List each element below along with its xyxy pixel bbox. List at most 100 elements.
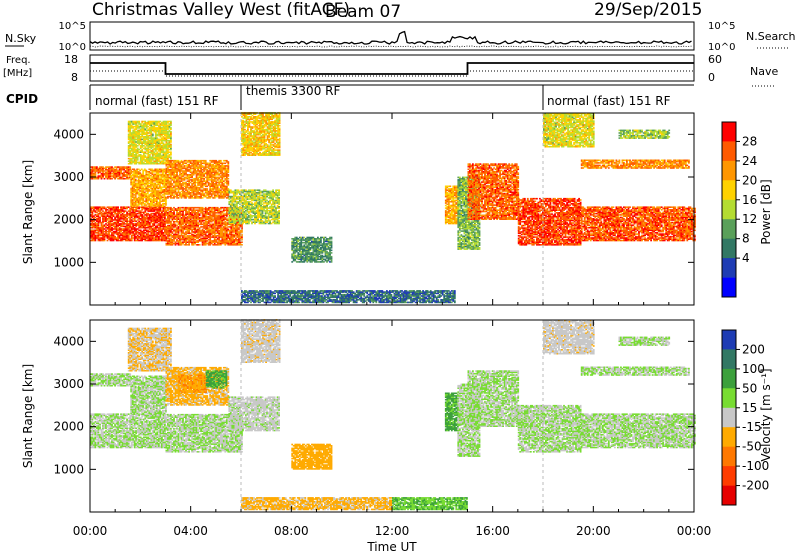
colorbar-tick-label: -100 [742, 459, 769, 473]
y-tick-label: 2000 [53, 420, 84, 434]
data-region [130, 168, 167, 208]
data-region [291, 236, 333, 263]
colorbar-tick-label: 12 [742, 212, 757, 226]
data-region [457, 383, 481, 457]
data-region [580, 366, 690, 376]
nave-tick-bottom: 0 [708, 71, 715, 84]
ylabel-velocity: Slant Range [km] [21, 364, 35, 468]
nsky-label: N.Sky [5, 32, 37, 45]
nave-tick-top: 60 [708, 53, 722, 66]
nsearch-line [89, 45, 692, 48]
data-region [241, 497, 393, 511]
data-region [165, 159, 230, 199]
freq-tick-top: 18 [64, 53, 78, 66]
data-region [241, 319, 281, 363]
data-region [90, 413, 166, 449]
data-region [178, 374, 208, 393]
data-region [130, 375, 167, 415]
data-region [241, 290, 456, 304]
freq-line [90, 62, 694, 75]
colorbar-tick-label: -200 [742, 479, 769, 493]
power-colorbar-label: Power [dB] [759, 179, 773, 244]
freq-unit: [MHz] [3, 68, 32, 79]
data-region [228, 396, 280, 432]
data-region [618, 129, 671, 139]
xlabel: Time UT [366, 540, 417, 554]
data-region [392, 497, 468, 511]
power-panel [90, 112, 696, 305]
cpid-strip [89, 84, 694, 110]
freq-label: Freq. [6, 55, 31, 66]
freq-tick-bottom: 8 [71, 71, 78, 84]
nave-label: Nave [750, 65, 778, 78]
data-region [291, 443, 333, 470]
colorbar-tick-label: 50 [742, 381, 757, 395]
data-region [205, 370, 228, 389]
colorbar-tick-label: 20 [742, 173, 757, 187]
y-tick-label: 4000 [53, 127, 84, 141]
colorbar-tick-label: 200 [742, 342, 765, 356]
x-tick-label: 00:00 [73, 524, 108, 538]
data-region [444, 392, 459, 432]
colorbar-tick-label: 24 [742, 154, 757, 168]
nsearch-tick-top: 10^5 [708, 21, 735, 32]
colorbar-tick-label: 4 [742, 251, 750, 265]
data-region [90, 373, 132, 387]
data-region [241, 112, 281, 156]
nsearch-label: N.Search [746, 30, 796, 43]
y-tick-label: 2000 [53, 213, 84, 227]
axis-ticks: 00:00 04:00 08:00 12:00 16:00 20:00 00:00 1000 1… [53, 113, 711, 538]
data-region [467, 163, 520, 220]
data-region [127, 120, 172, 165]
x-tick-label: 20:00 [576, 524, 611, 538]
data-region [517, 197, 582, 246]
x-tick-label: 16:00 [475, 524, 510, 538]
y-tick-label: 4000 [53, 334, 84, 348]
data-region [580, 159, 690, 169]
colorbar-tick-label: 16 [742, 193, 757, 207]
y-tick-label: 3000 [53, 377, 84, 391]
velocity-panel [90, 319, 696, 512]
cpid-mode-2: themis 3300 RF [246, 84, 340, 98]
data-region [90, 166, 132, 180]
velocity-colorbar: 200 100 50 15 -15 -50 -100 -200 [721, 329, 769, 506]
nsky-tick-bottom: 10^0 [59, 42, 86, 53]
nsky-tick-top: 10^5 [59, 21, 86, 32]
y-tick-label: 3000 [53, 170, 84, 184]
x-tick-label: 04:00 [173, 524, 208, 538]
colorbar-tick-label: -15 [742, 420, 762, 434]
data-region [165, 413, 243, 453]
cpid-label: CPID [6, 92, 38, 106]
y-tick-label: 1000 [53, 462, 84, 476]
freq-strip [89, 54, 695, 82]
x-tick-label: 00:00 [677, 524, 712, 538]
ylabel-power: Slant Range [km] [21, 160, 35, 264]
data-region [580, 206, 696, 242]
colorbar-tick-label: -50 [742, 440, 762, 454]
nave-line [90, 70, 694, 77]
colorbar-tick-label: 100 [742, 362, 765, 376]
nsky-line [89, 30, 692, 45]
cpid-mode-3: normal (fast) 151 RF [547, 94, 671, 108]
colorbar-tick-label: 28 [742, 134, 757, 148]
data-region [90, 206, 166, 242]
data-region [228, 189, 280, 225]
nsearch-tick-bottom: 10^0 [708, 42, 735, 53]
data-region [127, 327, 172, 372]
date-label: 29/Sep/2015 [594, 0, 702, 20]
data-region [444, 185, 459, 225]
data-region [580, 413, 696, 449]
site-title: Christmas Valley West (fitACF) [92, 0, 350, 20]
nsky-strip [89, 21, 695, 51]
y-tick-label: 1000 [53, 255, 84, 269]
data-region [618, 336, 671, 346]
power-colorbar: 28 24 20 16 12 8 4 [721, 121, 757, 298]
colorbar-tick-label: 15 [742, 401, 757, 415]
colorbar-tick-label: 8 [742, 232, 750, 246]
velocity-colorbar-label: Velocity [m s⁻¹] [759, 368, 773, 461]
cpid-mode-1: normal (fast) 151 RF [95, 94, 219, 108]
data-region [543, 112, 595, 148]
x-tick-label: 12:00 [375, 524, 410, 538]
data-region [467, 370, 520, 427]
